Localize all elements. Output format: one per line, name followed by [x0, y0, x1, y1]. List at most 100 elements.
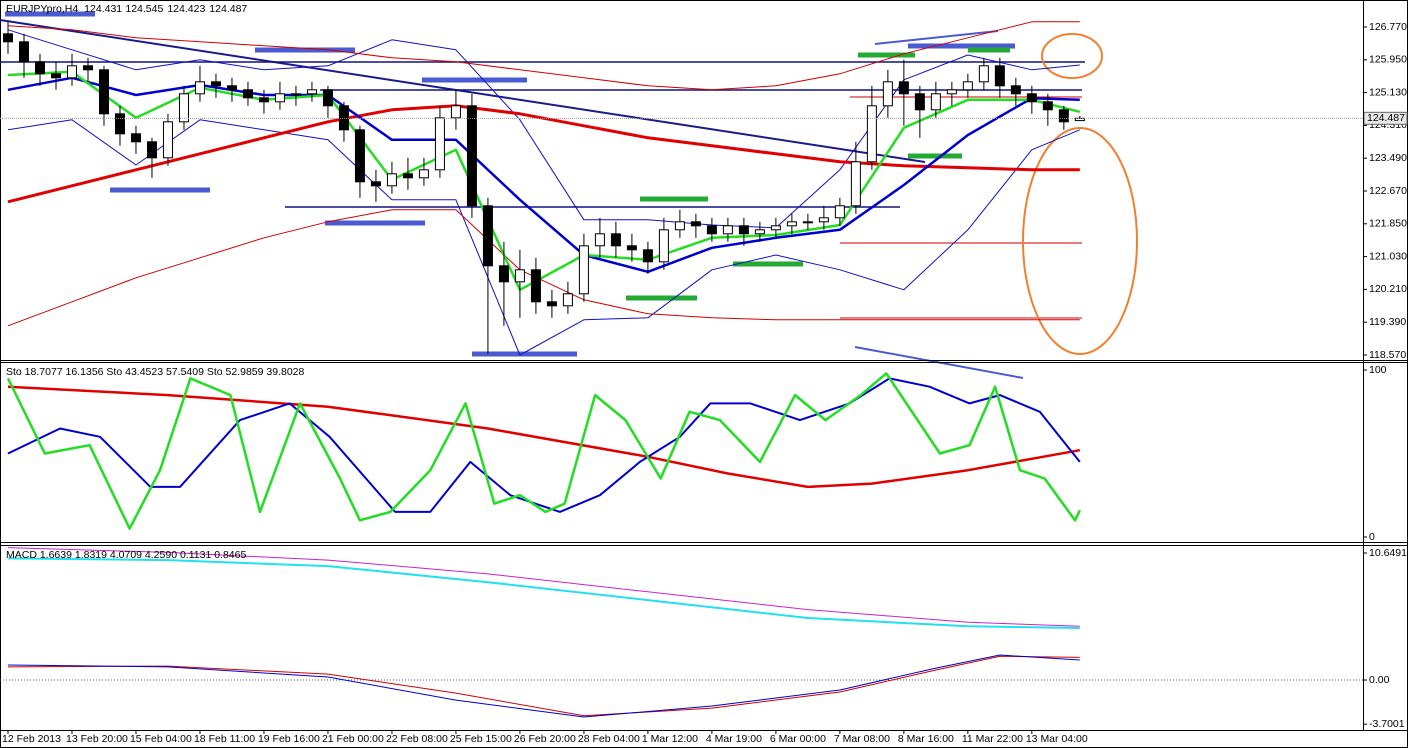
y-tick-label: 120.210: [1369, 283, 1407, 295]
candle-body: [162, 121, 173, 159]
candle-body: [82, 65, 93, 71]
candle-body: [562, 293, 573, 307]
candle-body: [978, 65, 989, 83]
panel-borders: [0, 0, 1408, 731]
indicator-line: [7, 104, 1080, 204]
symbol: EURJPYpro,H4: [6, 3, 78, 15]
candle-body: [1026, 93, 1037, 103]
last-low: 124.423: [167, 3, 205, 15]
candle-body: [146, 141, 157, 159]
y-tick-label: 124.310: [1369, 119, 1407, 131]
candle-body: [546, 301, 557, 307]
x-tick-label: 11 Mar 22:00: [962, 733, 1023, 745]
last-price-label: 124.487: [1367, 112, 1405, 124]
x-tick-label: 7 Mar 08:00: [834, 733, 890, 745]
candle-body: [274, 93, 285, 103]
x-tick-label: 4 Mar 19:00: [706, 733, 762, 745]
indicator-line: [7, 209, 1080, 327]
x-tick-label: 22 Feb 08:00: [386, 733, 448, 745]
y-tick-label: -3.7001: [1369, 718, 1405, 730]
candle-body: [338, 105, 349, 131]
candle-body: [738, 225, 749, 235]
candle-body: [466, 105, 477, 207]
x-tick-label: 13 Feb 20:00: [66, 733, 128, 745]
x-tick-label: 6 Mar 00:00: [770, 733, 826, 745]
last-close: 124.487: [209, 3, 247, 15]
y-tick-label: 0: [1369, 531, 1375, 543]
indicator-line: [7, 70, 1081, 292]
candle-body: [658, 229, 669, 263]
indicator-line: [7, 119, 1080, 356]
x-tick-label: 25 Feb 15:00: [450, 733, 512, 745]
candle-body: [818, 217, 829, 223]
indicator-line: [7, 557, 1080, 629]
y-tick-label: 121.850: [1369, 218, 1407, 230]
candle-body: [914, 93, 925, 111]
y-tick-label: 126.770: [1369, 21, 1407, 33]
candle-body: [594, 233, 605, 247]
candle-body: [322, 89, 333, 107]
candle-body: [578, 245, 589, 295]
candle-body: [930, 93, 941, 111]
indicator-line: [7, 29, 1080, 229]
y-tick-label: 119.390: [1369, 316, 1406, 328]
x-tick-label: 12 Feb 2013: [2, 733, 61, 745]
candle-body: [18, 41, 29, 63]
indicator-line: [7, 385, 1081, 489]
candle-body: [242, 89, 253, 99]
indicator-line: [7, 377, 1081, 513]
candle-body: [1042, 101, 1053, 111]
candle-body: [786, 221, 797, 227]
x-tick-label: 8 Mar 16:00: [898, 733, 954, 745]
x-tick-label: 1 Mar 12:00: [642, 733, 698, 745]
candle-body: [754, 229, 765, 235]
trendline: [0, 19, 926, 163]
candle-body: [434, 117, 445, 171]
candle-body: [402, 173, 413, 179]
y-tick-label: 10.6491: [1369, 547, 1407, 559]
candle-body: [306, 89, 317, 95]
candle-body: [1058, 109, 1069, 123]
candle-body: [1010, 85, 1021, 95]
stochastic-title: Sto 18.7077 16.1356 Sto 43.4523 57.5409 …: [6, 366, 305, 378]
candle-body: [290, 93, 301, 96]
candle-body: [34, 61, 45, 75]
candle-body: [674, 221, 685, 231]
x-tick-label: 28 Feb 04:00: [578, 733, 640, 745]
candle-body: [802, 221, 813, 224]
x-tick-label: 21 Feb 00:00: [322, 733, 384, 745]
y-tick-label: 121.030: [1369, 250, 1407, 262]
candle-body: [66, 65, 77, 79]
y-tick-label: 0.00: [1369, 674, 1390, 686]
x-tick-label: 18 Feb 11:00: [194, 733, 255, 745]
last-open: 124.431: [84, 3, 122, 15]
candle-body: [1074, 117, 1085, 122]
candle-body: [258, 97, 269, 103]
indicator-line: [6, 372, 1081, 530]
highlight-ellipse: [1022, 127, 1138, 355]
macd-title: MACD 1.6639 1.8319 4.0709 4.2590 0.1131 …: [6, 549, 246, 561]
candle-body: [882, 81, 893, 107]
y-tick-label: 123.490: [1369, 152, 1407, 164]
candle-body: [226, 85, 237, 91]
candle-body: [722, 225, 733, 235]
candle-body: [706, 225, 717, 235]
candle-body: [418, 169, 429, 179]
divergence-line: [874, 30, 999, 45]
plot-marks: 126.770 125.950 125.130 124.310 123.490 122.6…: [0, 21, 1408, 745]
candle-body: [50, 73, 61, 79]
indicator-line: [7, 654, 1080, 718]
candle-body: [850, 161, 861, 207]
candle-body: [834, 205, 845, 219]
indicator-line: [7, 547, 1080, 627]
candle-body: [210, 81, 221, 87]
candle-body: [130, 133, 141, 143]
candle-body: [178, 93, 189, 123]
y-tick-label: 122.670: [1369, 185, 1407, 197]
highlight-ellipse: [1041, 33, 1103, 79]
candle-body: [354, 129, 365, 183]
candle-body: [626, 245, 637, 251]
candle-body: [770, 225, 781, 231]
